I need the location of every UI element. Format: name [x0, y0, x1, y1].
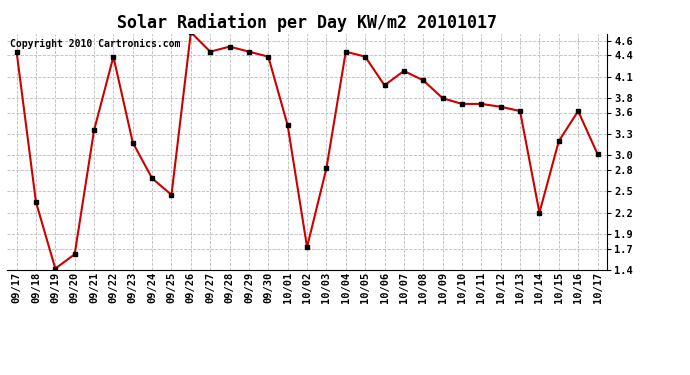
- Title: Solar Radiation per Day KW/m2 20101017: Solar Radiation per Day KW/m2 20101017: [117, 13, 497, 32]
- Text: Copyright 2010 Cartronics.com: Copyright 2010 Cartronics.com: [10, 39, 180, 48]
